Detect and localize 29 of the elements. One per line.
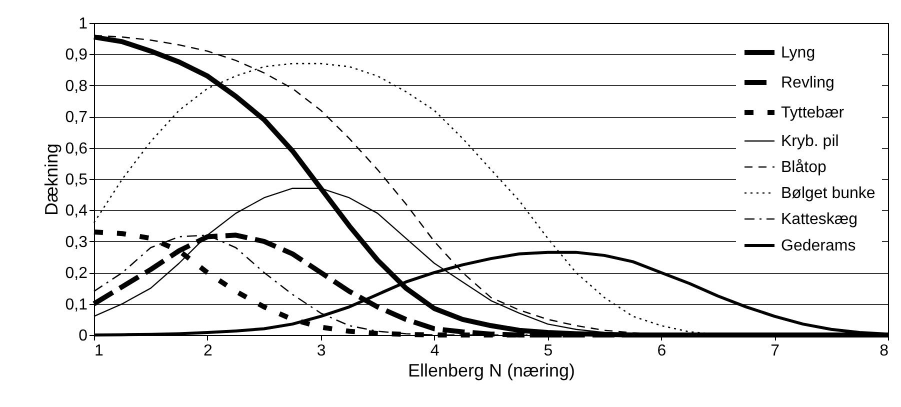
legend-label: Gederams bbox=[781, 238, 856, 254]
legend-label: Revling bbox=[781, 74, 834, 92]
y-tick-label: 0,8 bbox=[65, 78, 88, 95]
legend-label: Blåtop bbox=[781, 159, 826, 176]
legend-label: Kryb. pil bbox=[781, 133, 839, 150]
y-tick-label: 0,3 bbox=[65, 234, 88, 251]
x-tick-label: 1 bbox=[94, 342, 104, 360]
x-tick-label: 2 bbox=[203, 342, 212, 360]
y-tick-label: 0,1 bbox=[65, 296, 88, 314]
y-tick-label: 0,5 bbox=[65, 172, 88, 188]
legend-label: Lyng bbox=[781, 44, 816, 62]
y-tick-label: 0,4 bbox=[65, 202, 88, 220]
legend-label: Bølget bunke bbox=[781, 185, 876, 202]
legend-label: Katteskæg bbox=[781, 211, 858, 228]
x-axis-title: Ellenberg N (næring) bbox=[408, 360, 576, 380]
x-tick-label: 4 bbox=[430, 342, 440, 360]
y-tick-label: 0,9 bbox=[65, 46, 88, 64]
x-tick-label: 5 bbox=[544, 342, 553, 360]
x-tick-label: 6 bbox=[657, 342, 666, 360]
y-tick-label: 0,7 bbox=[65, 109, 88, 126]
y-tick-label: 0 bbox=[78, 328, 88, 344]
y-axis-title: Dækning bbox=[41, 143, 62, 216]
y-tick-label: 0,6 bbox=[65, 140, 88, 158]
x-tick-label: 7 bbox=[770, 342, 780, 360]
y-tick-label: 0,2 bbox=[65, 265, 88, 282]
y-tick-label: 1 bbox=[78, 16, 88, 32]
x-tick-label: 8 bbox=[880, 342, 889, 360]
legend-label: Tyttebær bbox=[781, 104, 845, 122]
x-tick-label: 3 bbox=[316, 342, 326, 360]
